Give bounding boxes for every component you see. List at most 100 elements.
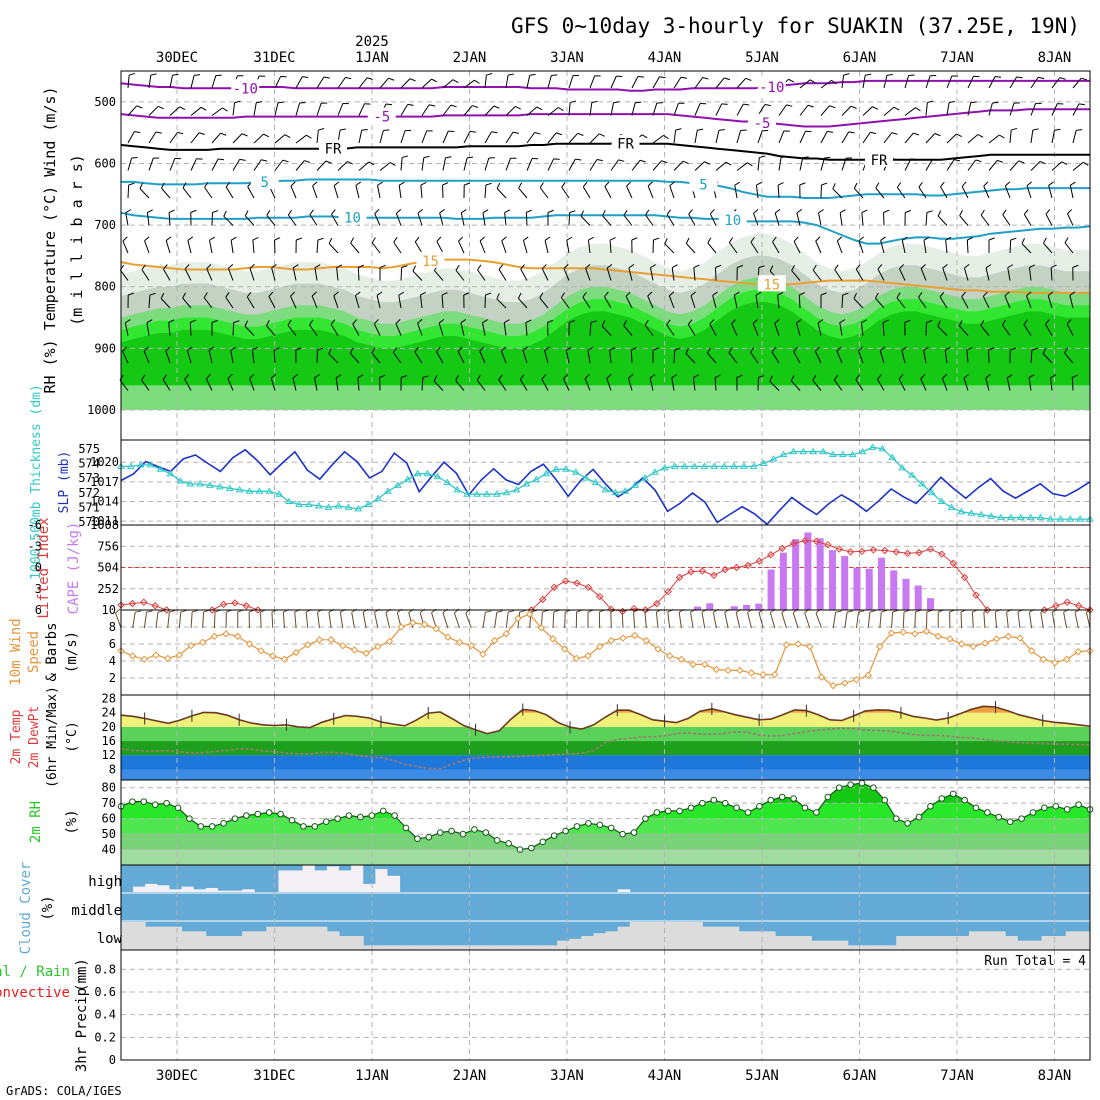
profile-wind-barb: [412, 270, 423, 281]
profile-wind-barb: [757, 104, 766, 116]
profile-wind-barb-flag: [815, 236, 821, 242]
profile-wind-barb-flag: [287, 319, 292, 326]
profile-wind-barb: [505, 131, 514, 144]
y-tick-label: 1017: [90, 475, 119, 489]
profile-wind-barb: [1042, 353, 1053, 364]
profile-wind-barb: [333, 295, 339, 309]
profile-wind-barb: [148, 105, 159, 116]
profile-wind-barb-flag: [280, 75, 287, 78]
profile-wind-barb: [879, 350, 885, 364]
profile-wind-barb-flag: [796, 209, 803, 214]
profile-wind-barb-flag: [139, 183, 143, 189]
profile-wind-barb: [712, 295, 717, 309]
cloud-high-bar: [363, 883, 376, 892]
cloud-low-bar: [678, 922, 691, 950]
profile-wind-barb: [966, 239, 969, 254]
wind10m-barb: [655, 612, 659, 629]
wind10m-speed-point: [549, 635, 557, 643]
profile-wind-barb: [896, 297, 906, 309]
cloud-high-bar: [302, 865, 316, 892]
profile-wind-barb-flag: [467, 156, 474, 159]
profile-wind-barb-flag: [547, 209, 554, 213]
wind10m-speed-point: [175, 651, 184, 659]
profile-wind-barb-flag: [1054, 128, 1061, 131]
profile-wind-barb: [941, 378, 948, 391]
profile-wind-barb: [477, 269, 486, 281]
profile-wind-barb: [371, 352, 381, 364]
profile-wind-barb-flag: [526, 209, 533, 213]
profile-wind-barb: [400, 267, 403, 281]
cloud-high-bar: [157, 885, 170, 892]
thickness-point: [364, 500, 373, 507]
wind10m-speed-point: [315, 636, 324, 644]
profile-wind-barb-flag: [1031, 347, 1038, 351]
profile-wind-barb-flag: [333, 181, 340, 186]
profile-wind-barb-flag: [997, 159, 1004, 163]
profile-wind-barb: [1030, 103, 1037, 116]
profile-wind-barb-flag: [898, 374, 904, 380]
profile-wind-barb-flag: [802, 156, 809, 159]
cloud-low-bar: [460, 945, 473, 950]
profile-wind-barb: [877, 378, 885, 391]
y-tick-label: 2: [109, 671, 116, 685]
profile-wind-barb: [520, 268, 528, 281]
profile-wind-barb: [961, 296, 969, 309]
profile-wind-barb: [309, 324, 318, 336]
rh2m-point: [710, 796, 718, 804]
profile-wind-barb: [671, 267, 675, 281]
profile-wind-barb-flag: [896, 292, 901, 299]
rh2m-point: [243, 812, 250, 819]
temp-ylabel-2: 2m DewPt: [27, 706, 42, 769]
profile-wind-barb-flag: [832, 183, 836, 190]
profile-wind-barb: [668, 295, 675, 309]
lifted-index-point: [675, 573, 684, 582]
profile-wind-barb: [626, 186, 633, 199]
profile-wind-barb-flag: [529, 73, 536, 76]
profile-wind-barb-flag: [563, 374, 569, 380]
thickness-point: [838, 450, 847, 458]
thickness-point: [601, 485, 610, 493]
profile-wind-barb: [883, 132, 893, 144]
profile-wind-barb: [206, 268, 213, 281]
profile-wind-barb: [232, 133, 243, 144]
profile-wind-barb-flag: [1028, 374, 1035, 379]
temp-band: [121, 726, 1090, 742]
profile-wind-barb-flag: [417, 208, 423, 214]
profile-wind-barb: [392, 352, 402, 364]
profile-wind-barb: [1050, 267, 1053, 281]
profile-wind-barb-flag: [311, 291, 317, 297]
profile-wind-barb-flag: [596, 158, 603, 162]
rh2m-point: [972, 804, 980, 812]
profile-wind-barb: [525, 212, 528, 226]
wind10m-speed-point: [257, 647, 265, 655]
profile-wind-barb-flag: [184, 264, 190, 270]
wind10m-speed-point: [514, 614, 522, 623]
wind10m-speed-point: [654, 645, 662, 653]
profile-wind-barb: [379, 77, 389, 89]
profile-wind-barb: [694, 77, 704, 89]
profile-wind-barb: [184, 378, 192, 391]
thickness-point: [166, 469, 175, 477]
profile-wind-barb: [125, 212, 129, 226]
thickness-point: [621, 487, 630, 494]
wind10m-barb: [758, 612, 764, 629]
profile-wind-barb-flag: [203, 292, 208, 298]
cloud-low-bar: [811, 940, 825, 950]
wind10m-speed-point: [234, 632, 242, 641]
wind10m-speed-point: [467, 641, 475, 650]
thickness-point: [127, 462, 135, 469]
profile-wind-barb: [146, 212, 150, 226]
profile-wind-barb: [148, 158, 154, 171]
thickness-point: [759, 459, 768, 466]
lifted-index-point: [732, 563, 741, 572]
y-tick-label: 500: [94, 95, 116, 109]
lifted-index-point: [151, 602, 159, 610]
profile-wind-barb: [374, 213, 381, 226]
profile-wind-barb-flag: [491, 131, 498, 134]
profile-wind-barb-flag: [790, 375, 795, 382]
wind10m-barb: [494, 612, 498, 629]
profile-wind-barb-flag: [833, 374, 839, 381]
